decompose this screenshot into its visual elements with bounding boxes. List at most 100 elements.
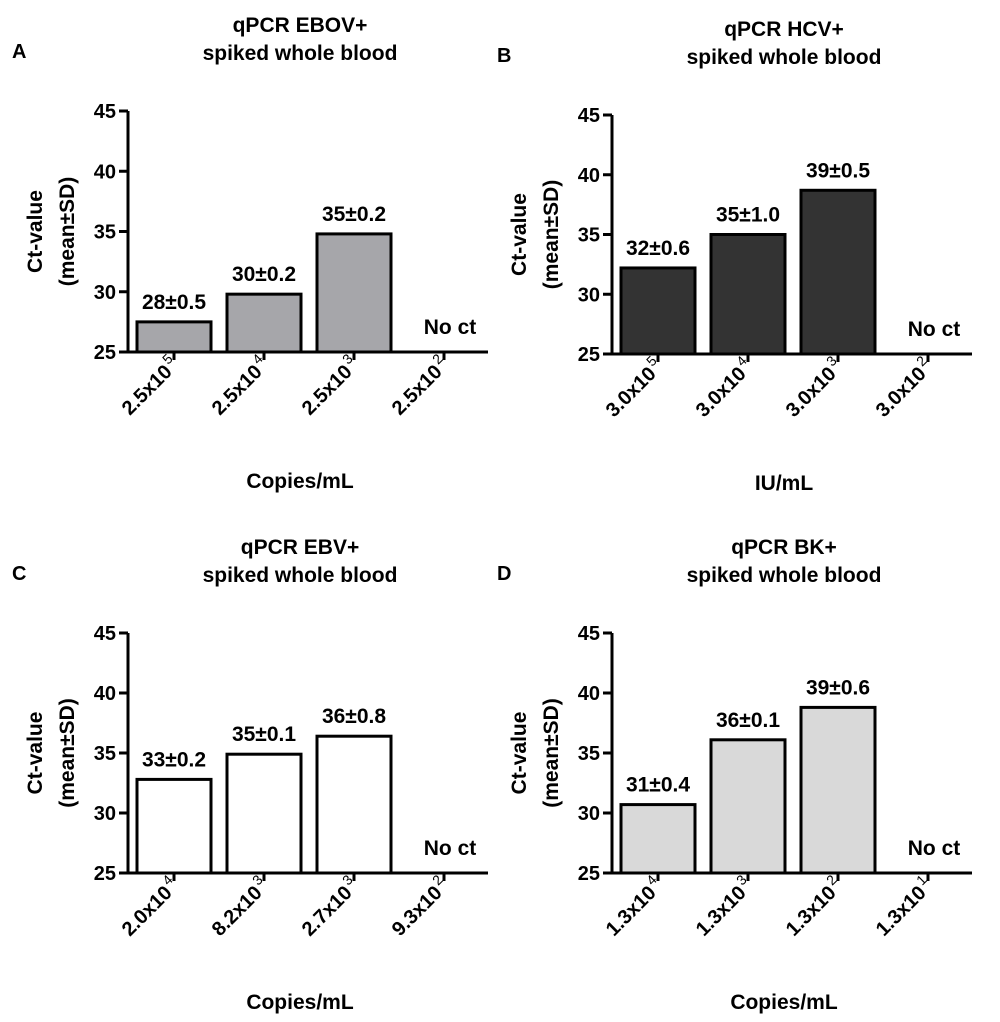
y-axis-label-line-2: (mean±SD) <box>540 180 563 290</box>
y-axis-label-line-1: Ct-value <box>508 193 531 276</box>
bar <box>709 233 787 356</box>
bar <box>135 777 213 875</box>
x-tick-label: 3.0x102 <box>868 352 937 421</box>
bar <box>799 705 877 875</box>
chart-title-line-2: spiked whole blood <box>687 564 882 587</box>
x-tick-label-base: 8.2x10 <box>208 882 267 941</box>
x-tick-label: 3.0x104 <box>688 352 757 421</box>
no-ct-label: No ct <box>908 318 961 341</box>
y-tick-label: 40 <box>578 165 600 187</box>
bar <box>709 738 787 875</box>
bar <box>225 752 303 875</box>
x-tick-label-base: 2.5x10 <box>388 361 447 420</box>
chart-title-line-1: qPCR EBOV+ <box>233 14 368 37</box>
x-tick-label: 8.2x103 <box>204 871 273 940</box>
x-tick-label-base: 3.0x10 <box>602 363 661 422</box>
y-tick-label: 25 <box>94 863 116 885</box>
y-tick-label: 30 <box>578 803 600 825</box>
x-tick-label: 1.3x104 <box>598 871 667 940</box>
x-tick-label-base: 1.3x10 <box>602 882 661 941</box>
y-tick-label: 45 <box>578 623 600 645</box>
y-tick-label: 35 <box>94 222 116 244</box>
x-tick-label-base: 2.7x10 <box>298 882 357 941</box>
y-tick-label: 35 <box>578 743 600 765</box>
data-label: 32±0.6 <box>626 237 690 260</box>
y-axis-label-line-1: Ct-value <box>24 712 47 795</box>
no-ct-label: No ct <box>424 316 477 339</box>
x-tick-label: 2.0x104 <box>114 871 183 940</box>
chart-title-line-1: qPCR HCV+ <box>724 18 844 41</box>
x-tick-label: 2.5x103 <box>294 350 363 419</box>
x-tick-label-base: 3.0x10 <box>872 363 931 422</box>
x-tick-label: 1.3x102 <box>778 871 847 940</box>
x-tick-label: 2.5x104 <box>204 350 273 419</box>
data-label: 39±0.5 <box>806 159 870 182</box>
y-tick-label: 45 <box>578 105 600 127</box>
panel-letter: A <box>12 41 26 63</box>
x-tick-label: 1.3x101 <box>868 871 937 940</box>
x-tick-label: 2.7x103 <box>294 871 363 940</box>
data-label: 39±0.6 <box>806 676 870 699</box>
x-tick-label-base: 2.5x10 <box>208 361 267 420</box>
chart-title-line-1: qPCR BK+ <box>731 536 837 559</box>
y-tick-label: 35 <box>94 743 116 765</box>
data-label: 35±0.1 <box>232 723 296 746</box>
bar <box>315 734 393 875</box>
bar <box>225 292 303 354</box>
data-label: 36±0.8 <box>322 705 386 728</box>
x-axis-label: Copies/mL <box>246 991 354 1014</box>
x-tick-label: 2.5x105 <box>114 350 183 419</box>
y-tick-label: 30 <box>578 284 600 306</box>
x-tick-label-base: 9.3x10 <box>388 882 447 941</box>
y-tick-label: 30 <box>94 803 116 825</box>
x-tick-label-base: 3.0x10 <box>692 363 751 422</box>
bar <box>619 266 697 356</box>
x-axis-label: Copies/mL <box>246 470 354 493</box>
y-tick-label: 35 <box>578 225 600 247</box>
x-tick-label-base: 3.0x10 <box>782 363 841 422</box>
no-ct-label: No ct <box>424 837 477 860</box>
x-tick-label-base: 2.5x10 <box>298 361 357 420</box>
y-tick-label: 25 <box>578 344 600 366</box>
data-label: 36±0.1 <box>716 709 780 732</box>
panel-letter: B <box>497 45 511 67</box>
y-tick-label: 30 <box>94 282 116 304</box>
x-tick-label: 9.3x102 <box>384 871 453 940</box>
bar <box>799 188 877 356</box>
y-tick-label: 40 <box>94 683 116 705</box>
x-tick-label: 3.0x105 <box>598 352 667 421</box>
y-axis-label-line-2: (mean±SD) <box>56 698 79 808</box>
data-label: 33±0.2 <box>142 748 206 771</box>
bar <box>135 320 213 354</box>
no-ct-label: No ct <box>908 837 961 860</box>
x-tick-label-base: 1.3x10 <box>692 882 751 941</box>
x-tick-label-base: 1.3x10 <box>782 882 841 941</box>
chart-title-line-2: spiked whole blood <box>687 46 882 69</box>
chart-title-line-2: spiked whole blood <box>203 42 398 65</box>
x-axis-label: Copies/mL <box>730 991 838 1014</box>
x-tick-label: 1.3x103 <box>688 871 757 940</box>
panel-letter: C <box>12 563 26 585</box>
chart-title-line-1: qPCR EBV+ <box>241 536 359 559</box>
y-tick-label: 25 <box>94 342 116 364</box>
data-label: 35±1.0 <box>716 204 780 227</box>
bar <box>315 232 393 354</box>
y-axis-label-line-2: (mean±SD) <box>540 698 563 808</box>
y-axis-label-line-1: Ct-value <box>508 712 531 795</box>
x-tick-label: 2.5x102 <box>384 350 453 419</box>
y-tick-label: 40 <box>94 161 116 183</box>
x-axis-label: IU/mL <box>755 472 814 495</box>
chart-title-line-2: spiked whole blood <box>203 564 398 587</box>
data-label: 35±0.2 <box>322 203 386 226</box>
y-axis-label-line-1: Ct-value <box>24 190 47 273</box>
x-tick-label-base: 2.5x10 <box>118 361 177 420</box>
y-tick-label: 45 <box>94 623 116 645</box>
x-tick-label-base: 2.0x10 <box>118 882 177 941</box>
x-tick-label: 3.0x103 <box>778 352 847 421</box>
x-tick-label-base: 1.3x10 <box>872 882 931 941</box>
y-tick-label: 25 <box>578 863 600 885</box>
